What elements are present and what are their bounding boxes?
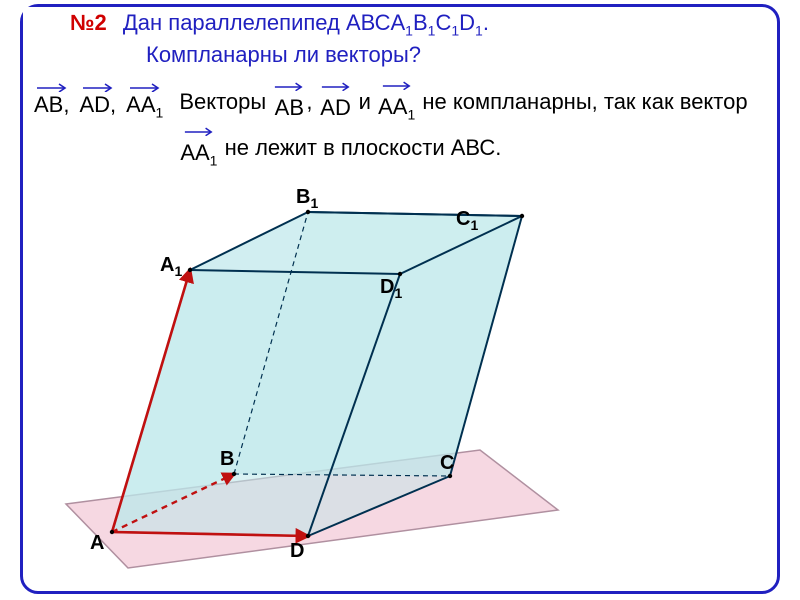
vertex-label-A1: A1: [160, 254, 182, 279]
parallelepiped-diagram: A1 В1 С1 D1 A В С D: [60, 180, 760, 590]
content-row: АВ, АD, АА1 Векторы АВ, АD и АА1 не комп…: [30, 80, 770, 172]
vertex-label-A: A: [90, 532, 104, 555]
vector-AA1-inline: АА1: [378, 80, 415, 126]
vector-AA1-inline-2: АА1: [180, 126, 217, 172]
problem-title: №2 Дан параллелепипед АВСA1B1C1D1.: [70, 10, 770, 38]
vertex-label-D1: D1: [380, 276, 402, 301]
vector-arrow-icon: [128, 82, 162, 92]
vertex-label-C: С: [440, 452, 454, 475]
problem-number: №2: [70, 10, 107, 35]
vector-AD-inline: АD: [320, 81, 352, 125]
vector-AA1: АА1: [126, 82, 163, 120]
given-vectors: АВ, АD, АА1: [34, 82, 167, 120]
problem-title-text: Дан параллелепипед АВСA1B1C1D1.: [123, 10, 489, 35]
vertex-label-B: В: [220, 448, 234, 471]
vertex-label-D: D: [290, 540, 304, 563]
vector-AB: АВ,: [34, 82, 69, 120]
vertex-label-B1: В1: [296, 186, 318, 211]
vector-arrow-icon: [183, 126, 215, 136]
vector-arrow-icon: [81, 82, 115, 92]
diagram-svg: [60, 180, 760, 590]
vector-arrow-icon: [381, 80, 413, 90]
vector-AB-inline: АВ: [273, 81, 305, 125]
vector-AD: АD,: [79, 82, 116, 120]
problem-question: Компланарны ли векторы?: [146, 42, 770, 68]
answer-text: Векторы АВ, АD и АА1 не компланарны, так…: [179, 80, 770, 172]
content-area: №2 Дан параллелепипед АВСA1B1C1D1. Компл…: [30, 8, 770, 173]
vector-arrow-icon: [320, 81, 352, 91]
vertex-label-C1: С1: [456, 208, 478, 233]
vector-arrow-icon: [35, 82, 69, 92]
vector-arrow-icon: [273, 81, 305, 91]
